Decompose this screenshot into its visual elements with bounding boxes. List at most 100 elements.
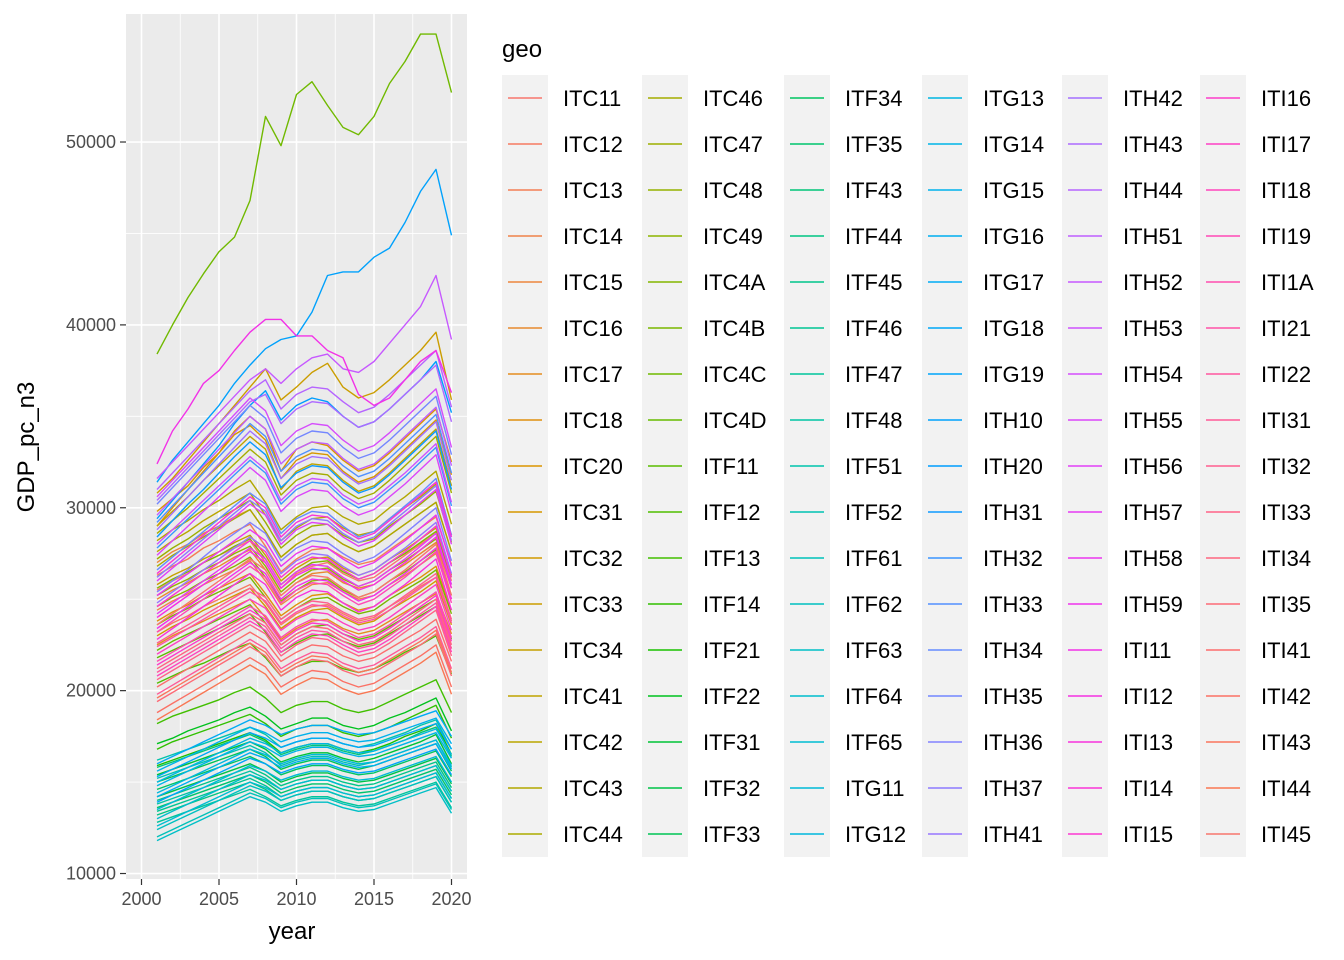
series-line-ITF22 — [156, 697, 453, 745]
series-line-ITF64 — [156, 764, 453, 820]
legend-label: ITC17 — [563, 362, 623, 387]
series-line-ITH51 — [156, 406, 453, 516]
legend-label: ITC48 — [703, 178, 763, 203]
series-line-ITH55 — [156, 454, 453, 556]
legend-label: ITH42 — [1123, 86, 1183, 111]
legend-label: ITC18 — [563, 408, 623, 433]
legend-label: ITC44 — [563, 822, 623, 847]
legend-label: ITC13 — [563, 178, 623, 203]
series-line-ITH59 — [156, 547, 453, 630]
legend-label: ITI44 — [1261, 776, 1311, 801]
legend-label: ITH59 — [1123, 592, 1183, 617]
legend: ITC11 ITC12 ITC13 ITC14 ITC15 ITC16 ITC17 ITC18… — [502, 75, 1314, 857]
y-tick-label: 50000 — [66, 132, 116, 152]
series-line-ITC13 — [156, 516, 453, 577]
series-line-ITC44 — [156, 501, 453, 567]
legend-label: ITH52 — [1123, 270, 1183, 295]
x-tick-label: 2020 — [431, 889, 471, 909]
legend-label: ITC11 — [563, 86, 621, 111]
legend-label: ITF51 — [845, 454, 902, 479]
series-line-ITF31 — [156, 733, 453, 776]
legend-label: ITH53 — [1123, 316, 1183, 341]
series-line-ITC34 — [156, 527, 453, 586]
legend-label: ITH44 — [1123, 178, 1183, 203]
series-line-ITF12 — [156, 635, 453, 684]
legend-label: ITI1A — [1261, 270, 1314, 295]
legend-label: ITF46 — [845, 316, 902, 341]
series-line-ITH32 — [156, 446, 453, 549]
series-line-ITI22 — [156, 602, 453, 674]
legend-label: ITC14 — [563, 224, 623, 249]
legend-label: ITI45 — [1261, 822, 1311, 847]
series-line-ITC31 — [156, 419, 453, 512]
legend-label: ITC33 — [563, 592, 623, 617]
legend-label: ITC31 — [563, 500, 623, 525]
x-tick-label: 2000 — [121, 889, 161, 909]
legend-label: ITI33 — [1261, 500, 1311, 525]
legend-label: ITC4B — [703, 316, 765, 341]
legend-label: ITC46 — [703, 86, 763, 111]
series-line-ITI44 — [156, 651, 453, 721]
legend-label: ITH10 — [983, 408, 1043, 433]
series-line-ITI41 — [156, 618, 453, 688]
x-axis: 2000 2005 2010 2015 2020 — [121, 879, 472, 909]
legend-label: ITC47 — [703, 132, 763, 157]
series-line-ITF34 — [156, 750, 453, 791]
series-line-ITH57 — [156, 532, 453, 615]
x-axis-title: year — [269, 918, 316, 945]
series-line-ITF47 — [156, 781, 453, 823]
legend-label: ITC49 — [703, 224, 763, 249]
series-line-ITI34 — [156, 598, 453, 670]
y-tick-label: 30000 — [66, 498, 116, 518]
legend-label: ITG18 — [983, 316, 1044, 341]
series-line-ITI33 — [156, 609, 453, 681]
series-line-ITI42 — [156, 644, 453, 714]
legend-label: ITF52 — [845, 500, 902, 525]
legend-label: ITG11 — [845, 776, 905, 801]
series-line-ITG11 — [156, 755, 453, 811]
legend-label: ITC16 — [563, 316, 623, 341]
series-line-ITH56 — [156, 488, 453, 582]
legend-label: ITI19 — [1261, 224, 1311, 249]
legend-label: ITI13 — [1123, 730, 1173, 755]
series-line-ITG12 — [156, 739, 453, 794]
legend-label: ITF61 — [845, 546, 902, 571]
legend-label: ITH56 — [1123, 454, 1183, 479]
series-line-ITH35 — [156, 395, 453, 505]
legend-label: ITH34 — [983, 638, 1043, 663]
legend-label: ITI41 — [1261, 638, 1311, 663]
series-line-ITF63 — [156, 786, 453, 842]
legend-label: ITF21 — [703, 638, 760, 663]
legend-label: ITF64 — [845, 684, 902, 709]
series-line-ITI43 — [156, 629, 453, 699]
legend-label: ITI12 — [1123, 684, 1173, 709]
legend-label: ITF35 — [845, 132, 902, 157]
series-line-ITF62 — [156, 775, 453, 831]
series-line-ITH33 — [156, 413, 453, 523]
legend-label: ITC42 — [563, 730, 623, 755]
series-line-ITI19 — [156, 551, 453, 633]
legend-label: ITH37 — [983, 776, 1043, 801]
legend-label: ITI14 — [1123, 776, 1173, 801]
legend-label: ITI15 — [1123, 822, 1173, 847]
series-line-ITC46 — [156, 435, 453, 534]
legend-label: ITG17 — [983, 270, 1044, 295]
legend-label: ITC43 — [563, 776, 623, 801]
legend-label: ITF44 — [845, 224, 902, 249]
series-line-ITF61 — [156, 783, 453, 838]
series-line-ITI15 — [156, 525, 453, 608]
legend-label: ITH55 — [1123, 408, 1183, 433]
series-line-ITF45 — [156, 761, 453, 802]
series-line-ITF13 — [156, 679, 453, 725]
series-line-ITG18 — [156, 722, 453, 778]
x-tick-label: 2005 — [199, 889, 239, 909]
legend-title: geo — [502, 36, 542, 63]
legend-label: ITF14 — [703, 592, 760, 617]
series-line-ITI1A — [156, 591, 453, 663]
legend-label: ITC20 — [563, 454, 623, 479]
series-line-ITI12 — [156, 536, 453, 619]
legend-label: ITG14 — [983, 132, 1044, 157]
legend-label: ITH57 — [1123, 500, 1183, 525]
legend-label: ITF12 — [703, 500, 760, 525]
